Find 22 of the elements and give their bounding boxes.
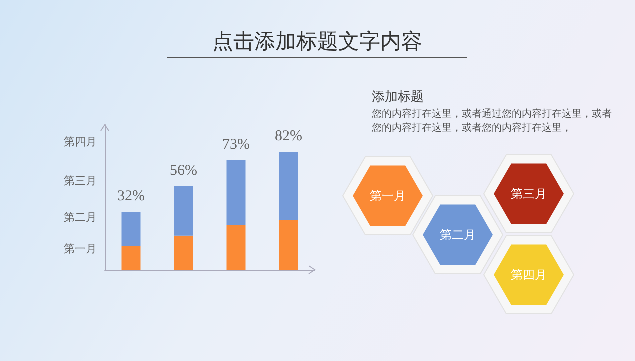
annotation: 73% [222, 136, 250, 153]
text: 您的内容打在这里，或者通过您的内容打在这里，或者您的内容打在这里，或者您的内容打在这里， [372, 108, 613, 136]
text: 第二月 [64, 212, 97, 224]
bar [226, 160, 246, 226]
bar [226, 225, 246, 270]
bar [279, 152, 298, 220]
text: 第三月 [64, 176, 97, 188]
text: 82% [275, 128, 302, 145]
chart-title: 点击添加标题文字内容 [212, 30, 422, 54]
text: 添加标题 [372, 88, 425, 106]
text: 第一月 [64, 244, 97, 256]
bar [122, 246, 141, 270]
bar [279, 220, 298, 270]
annotation: 56% [170, 162, 198, 179]
text: 第四月 [64, 136, 97, 148]
hexagon: 第一月 [342, 156, 434, 236]
hexagon: 第四月 [483, 236, 575, 314]
bar [122, 212, 141, 246]
bar [174, 186, 194, 236]
annotation: 32% [118, 188, 145, 205]
bar [174, 236, 194, 270]
hexagon: 第三月 [483, 154, 575, 234]
